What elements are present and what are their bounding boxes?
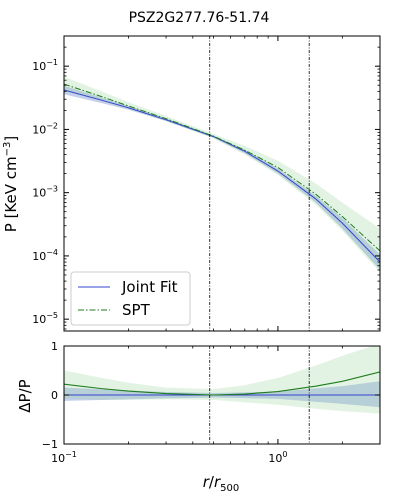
legend-box bbox=[70, 271, 191, 326]
top-y-tick-label: 10−2 bbox=[32, 121, 58, 136]
chart-title: PSZ2G277.76-51.74 bbox=[129, 10, 270, 26]
bottom-bands bbox=[64, 346, 380, 414]
top-y-tick-label: 10−1 bbox=[32, 58, 58, 73]
residual-band-spt bbox=[64, 346, 380, 414]
top-ticks: 10−1 10−2 10−3 10−4 10−5 bbox=[32, 36, 381, 331]
legend-spt-label: SPT bbox=[122, 301, 151, 319]
x-axis-label-r: r bbox=[203, 473, 210, 491]
top-y-tick-label: 10−5 bbox=[32, 311, 58, 326]
band-spt bbox=[64, 76, 380, 273]
top-axes-frame bbox=[63, 35, 381, 332]
top-y-axis-label-main: P [KeV cm bbox=[2, 156, 20, 232]
line-joint-fit bbox=[64, 89, 380, 263]
top-bands bbox=[64, 76, 380, 273]
band-joint-fit bbox=[64, 85, 380, 270]
legend: Joint Fit SPT bbox=[70, 271, 191, 326]
legend-joint-fit-label: Joint Fit bbox=[121, 278, 178, 296]
x-axis-label-r-sub: r bbox=[214, 473, 221, 491]
line-spt bbox=[64, 83, 380, 252]
x-axis-label-slash: / bbox=[209, 473, 215, 491]
top-y-axis-label-sup: −3 bbox=[2, 142, 13, 157]
top-y-axis-label: P [KeV cm−3] bbox=[2, 136, 20, 232]
top-y-axis-label-close: ] bbox=[2, 136, 20, 142]
x-tick-label: 10−1 bbox=[51, 450, 77, 465]
bottom-ticks: 10−110−1 100 bbox=[42, 340, 381, 465]
x-tick-label: 100 bbox=[268, 450, 287, 465]
top-vlines bbox=[209, 36, 310, 331]
bottom-lines bbox=[64, 371, 380, 396]
bottom-y-tick-label: 1 bbox=[51, 340, 58, 353]
residual-line-spt bbox=[64, 371, 380, 396]
top-y-tick-label: 10−4 bbox=[32, 248, 58, 263]
bottom-y-tick-label: −1 bbox=[42, 438, 58, 451]
bottom-y-axis-label: ΔP/P bbox=[16, 379, 34, 412]
bottom-y-tick-label: 0 bbox=[51, 389, 58, 402]
top-y-tick-label: 10−3 bbox=[32, 185, 58, 200]
bottom-vlines bbox=[209, 346, 310, 444]
x-axis-label: r/r500 bbox=[203, 473, 240, 494]
x-axis-label-subscript: 500 bbox=[220, 483, 239, 494]
top-lines bbox=[64, 83, 380, 263]
